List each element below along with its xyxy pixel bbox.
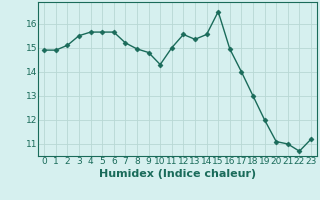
X-axis label: Humidex (Indice chaleur): Humidex (Indice chaleur) <box>99 169 256 179</box>
